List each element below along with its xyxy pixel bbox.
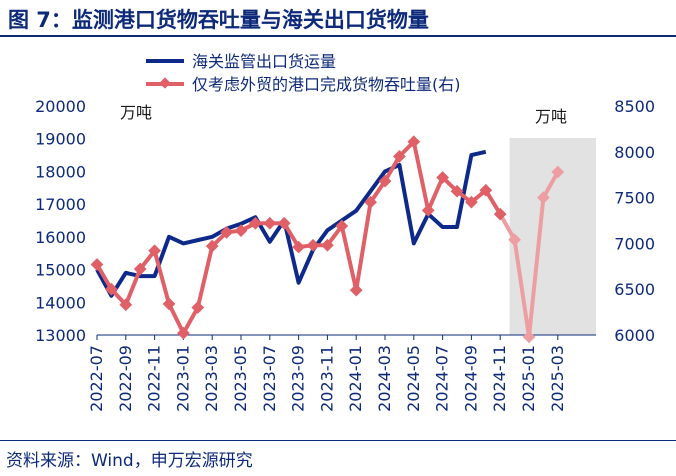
series2-line (95, 139, 502, 336)
y-right-tick-label: 6000 (614, 326, 655, 345)
x-tick-label: 2024-11 (490, 345, 509, 412)
series2-point (148, 244, 161, 258)
y-left-tick-label: 17000 (35, 195, 86, 214)
x-tick-label: 2022-09 (116, 345, 135, 412)
x-tick-label: 2024-01 (346, 345, 365, 412)
series2-point (378, 174, 392, 188)
series2-point (220, 226, 233, 239)
series2-point (364, 195, 377, 209)
series1-line (95, 149, 487, 298)
series2-point (277, 216, 291, 230)
legend-marker-series2 (159, 77, 171, 89)
y-left-tick-label: 13000 (35, 326, 86, 345)
series2-point (292, 240, 305, 254)
x-tick-label: 2024-05 (404, 345, 423, 412)
x-tick-label: 2024-03 (375, 345, 394, 412)
y-left-tick-label: 16000 (35, 228, 86, 247)
x-tick-label: 2023-03 (202, 345, 221, 412)
y-right-tick-label: 8500 (614, 97, 655, 116)
y-left-tick-label: 14000 (35, 293, 86, 312)
x-tick-label: 2023-11 (317, 345, 336, 412)
chart: 海关监管出口货运量 仅考虑外贸的港口完成货物吞吐量(右) 万吨 万吨 20000… (35, 52, 655, 412)
y-right-tick-label: 6500 (614, 280, 655, 299)
y-left-tick-label: 18000 (35, 162, 86, 181)
series-group (90, 135, 565, 344)
series2-point (450, 184, 464, 198)
series2-point (119, 298, 133, 312)
x-tick-label: 2025-01 (519, 345, 538, 412)
legend-label-series1: 海关监管出口货运量 (192, 52, 336, 71)
series2-point (306, 238, 320, 252)
series2-point (234, 224, 248, 237)
x-tick-label: 2022-07 (87, 345, 106, 412)
series2-point (162, 297, 176, 311)
series2-point (191, 301, 205, 314)
y-right-tick-label: 8000 (614, 143, 655, 162)
x-tick-label: 2023-09 (289, 345, 308, 412)
right-unit-label: 万吨 (535, 107, 567, 126)
series2-point (263, 216, 277, 230)
series2-point (249, 216, 262, 230)
x-tick-label: 2025-03 (548, 345, 567, 412)
series2-point (349, 283, 363, 297)
x-tick-label: 2023-05 (231, 345, 250, 412)
source-note: 资料来源：Wind，申万宏源研究 (6, 451, 253, 471)
chart-title: 图 7：监测港口货物吞吐量与海关出口货物量 (8, 8, 429, 32)
series2-point (133, 262, 147, 276)
series2-point (421, 204, 435, 217)
series2-point (205, 239, 219, 253)
y-right-tick-label: 7500 (614, 189, 655, 208)
y-left-tick-label: 20000 (35, 97, 86, 116)
series2-point (177, 326, 190, 340)
title-divider (0, 35, 676, 37)
x-tick-label: 2024-09 (461, 345, 480, 412)
series2-point (493, 207, 507, 221)
series2-point (465, 195, 478, 209)
y-left-tick-label: 19000 (35, 130, 86, 149)
x-tick-label: 2023-01 (173, 345, 192, 412)
right-axis: 8500 8000 7500 7000 6500 6000 (614, 97, 655, 345)
x-tick-label: 2024-07 (433, 345, 452, 412)
x-axis: 2022-07 2022-09 2022-11 2023-01 2023-03 2023-… (87, 335, 567, 412)
left-unit-label: 万吨 (120, 103, 152, 122)
y-left-tick-label: 15000 (35, 261, 86, 280)
y-right-tick-label: 7000 (614, 234, 655, 253)
legend-label-series2: 仅考虑外贸的港口完成货物吞吐量(右) (192, 75, 461, 94)
series2-point (479, 183, 493, 197)
x-tick-label: 2023-07 (260, 345, 279, 412)
series2-point (407, 135, 421, 149)
series2-point (321, 238, 334, 252)
series2-point (393, 150, 406, 163)
left-axis: 20000 19000 18000 17000 16000 15000 14000 13000 (35, 97, 86, 345)
series2-point (335, 219, 349, 233)
x-tick-label: 2022-11 (145, 345, 164, 412)
footer-divider (0, 440, 676, 441)
series2-point (436, 171, 449, 184)
